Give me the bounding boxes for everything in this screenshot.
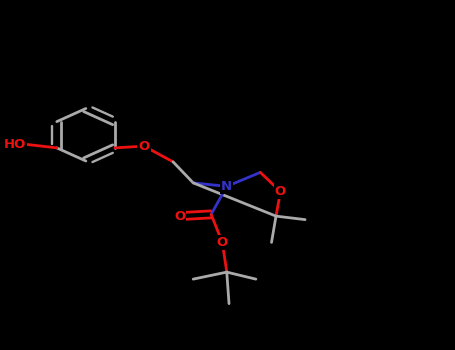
Text: O: O xyxy=(138,140,150,153)
Text: O: O xyxy=(275,185,286,198)
Text: HO: HO xyxy=(4,138,26,151)
Text: O: O xyxy=(174,210,186,223)
Text: O: O xyxy=(217,236,228,249)
Text: N: N xyxy=(221,180,233,193)
